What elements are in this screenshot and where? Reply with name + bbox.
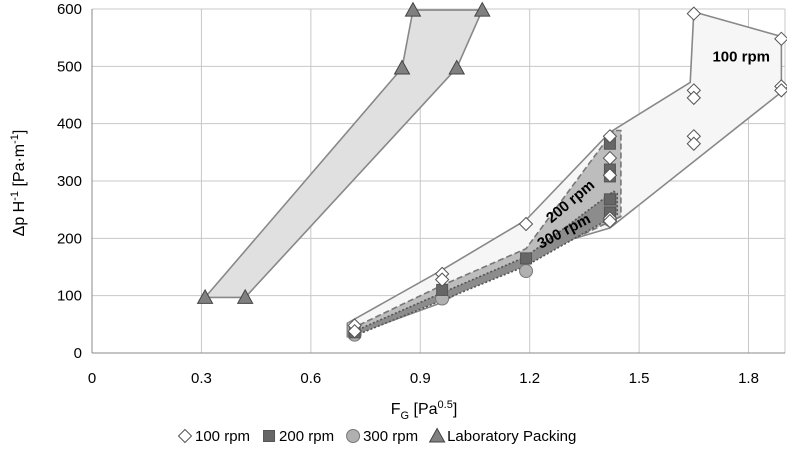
point-laboratory-packing	[404, 1, 422, 17]
legend-item-300-rpm: 300 rpm	[346, 428, 418, 445]
point-100-rpm	[602, 213, 618, 229]
y-axis-title-sup2: -1	[9, 134, 21, 144]
tick-labels: 0 100 200 300 400 500 600 0 0.3 0.6 0.9 1.2 1.5 1.8	[57, 1, 759, 387]
y-tick-label: 100	[57, 288, 82, 305]
y-axis-title-sup1: -1	[9, 191, 21, 201]
annotation-100-rpm: 100 rpm	[712, 49, 770, 66]
legend: 100 rpm 200 rpm 300 rpm Laboratory Packing	[177, 427, 576, 445]
point-100-rpm	[686, 136, 702, 151]
point-100-rpm	[602, 129, 618, 144]
point-100-rpm	[686, 90, 702, 106]
legend-label-300-rpm: 300 rpm	[363, 428, 418, 445]
point-200-rpm	[603, 193, 616, 206]
legend-item-200-rpm: 200 rpm	[263, 428, 334, 445]
x-axis-title-main: F	[391, 401, 401, 418]
y-axis-title-mid: [Pa·m	[11, 144, 28, 191]
y-axis-title-end: ]	[11, 130, 28, 134]
x-axis-title-close: ]	[453, 401, 457, 418]
point-100-rpm	[602, 168, 618, 183]
legend-marker-laboratory-packing	[428, 427, 446, 443]
point-100-rpm	[774, 83, 787, 98]
legend-item-100-rpm: 100 rpm	[177, 428, 250, 445]
x-tick-label: 0.3	[191, 370, 212, 387]
point-laboratory-packing	[473, 1, 491, 17]
y-tick-label: 300	[57, 173, 82, 190]
point-100-rpm	[602, 150, 618, 166]
point-100-rpm	[434, 272, 450, 287]
region-laboratory-packing	[204, 9, 484, 299]
x-axis-title-sup: 0.5	[438, 399, 453, 411]
y-axis-title: Δp H-1 [Pa·m-1]	[9, 130, 28, 237]
point-100-rpm	[347, 324, 362, 339]
legend-label-200-rpm: 200 rpm	[279, 428, 334, 445]
point-300-rpm	[519, 264, 534, 279]
x-axis-title-unit: [Pa	[409, 401, 438, 418]
y-tick-label: 600	[57, 1, 82, 18]
x-axis-title: FG [Pa0.5]	[391, 399, 458, 422]
point-200-rpm	[520, 252, 533, 265]
legend-marker-200-rpm	[263, 430, 276, 442]
x-axis-title-sub: G	[401, 410, 410, 422]
axes	[91, 9, 785, 354]
legend-label-laboratory-packing: Laboratory Packing	[447, 428, 576, 445]
legend-item-laboratory-packing: Laboratory Packing	[428, 427, 576, 445]
legend-marker-300-rpm	[346, 429, 361, 443]
point-laboratory-packing	[236, 288, 254, 304]
y-tick-label: 0	[74, 345, 82, 362]
y-tick-label: 200	[57, 230, 82, 247]
x-tick-label: 1.2	[519, 370, 540, 387]
series-regions	[204, 9, 783, 338]
point-laboratory-packing	[196, 288, 214, 304]
y-axis-title-main: Δp H	[11, 201, 28, 237]
legend-marker-100-rpm	[177, 428, 193, 444]
data-points	[196, 1, 787, 342]
point-laboratory-packing	[448, 59, 466, 75]
x-tick-label: 0.9	[410, 370, 431, 387]
x-tick-label: 1.5	[629, 370, 650, 387]
point-100-rpm	[518, 216, 534, 232]
x-tick-label: 0	[88, 370, 96, 387]
legend-label-100-rpm: 100 rpm	[195, 428, 250, 445]
y-tick-label: 400	[57, 116, 82, 133]
point-100-rpm	[686, 6, 702, 21]
region-300-rpm	[353, 190, 619, 337]
y-tick-label: 500	[57, 58, 82, 75]
x-tick-label: 0.6	[300, 370, 321, 387]
point-100-rpm	[774, 31, 787, 47]
x-tick-label: 1.8	[738, 370, 759, 387]
point-laboratory-packing	[393, 59, 411, 75]
